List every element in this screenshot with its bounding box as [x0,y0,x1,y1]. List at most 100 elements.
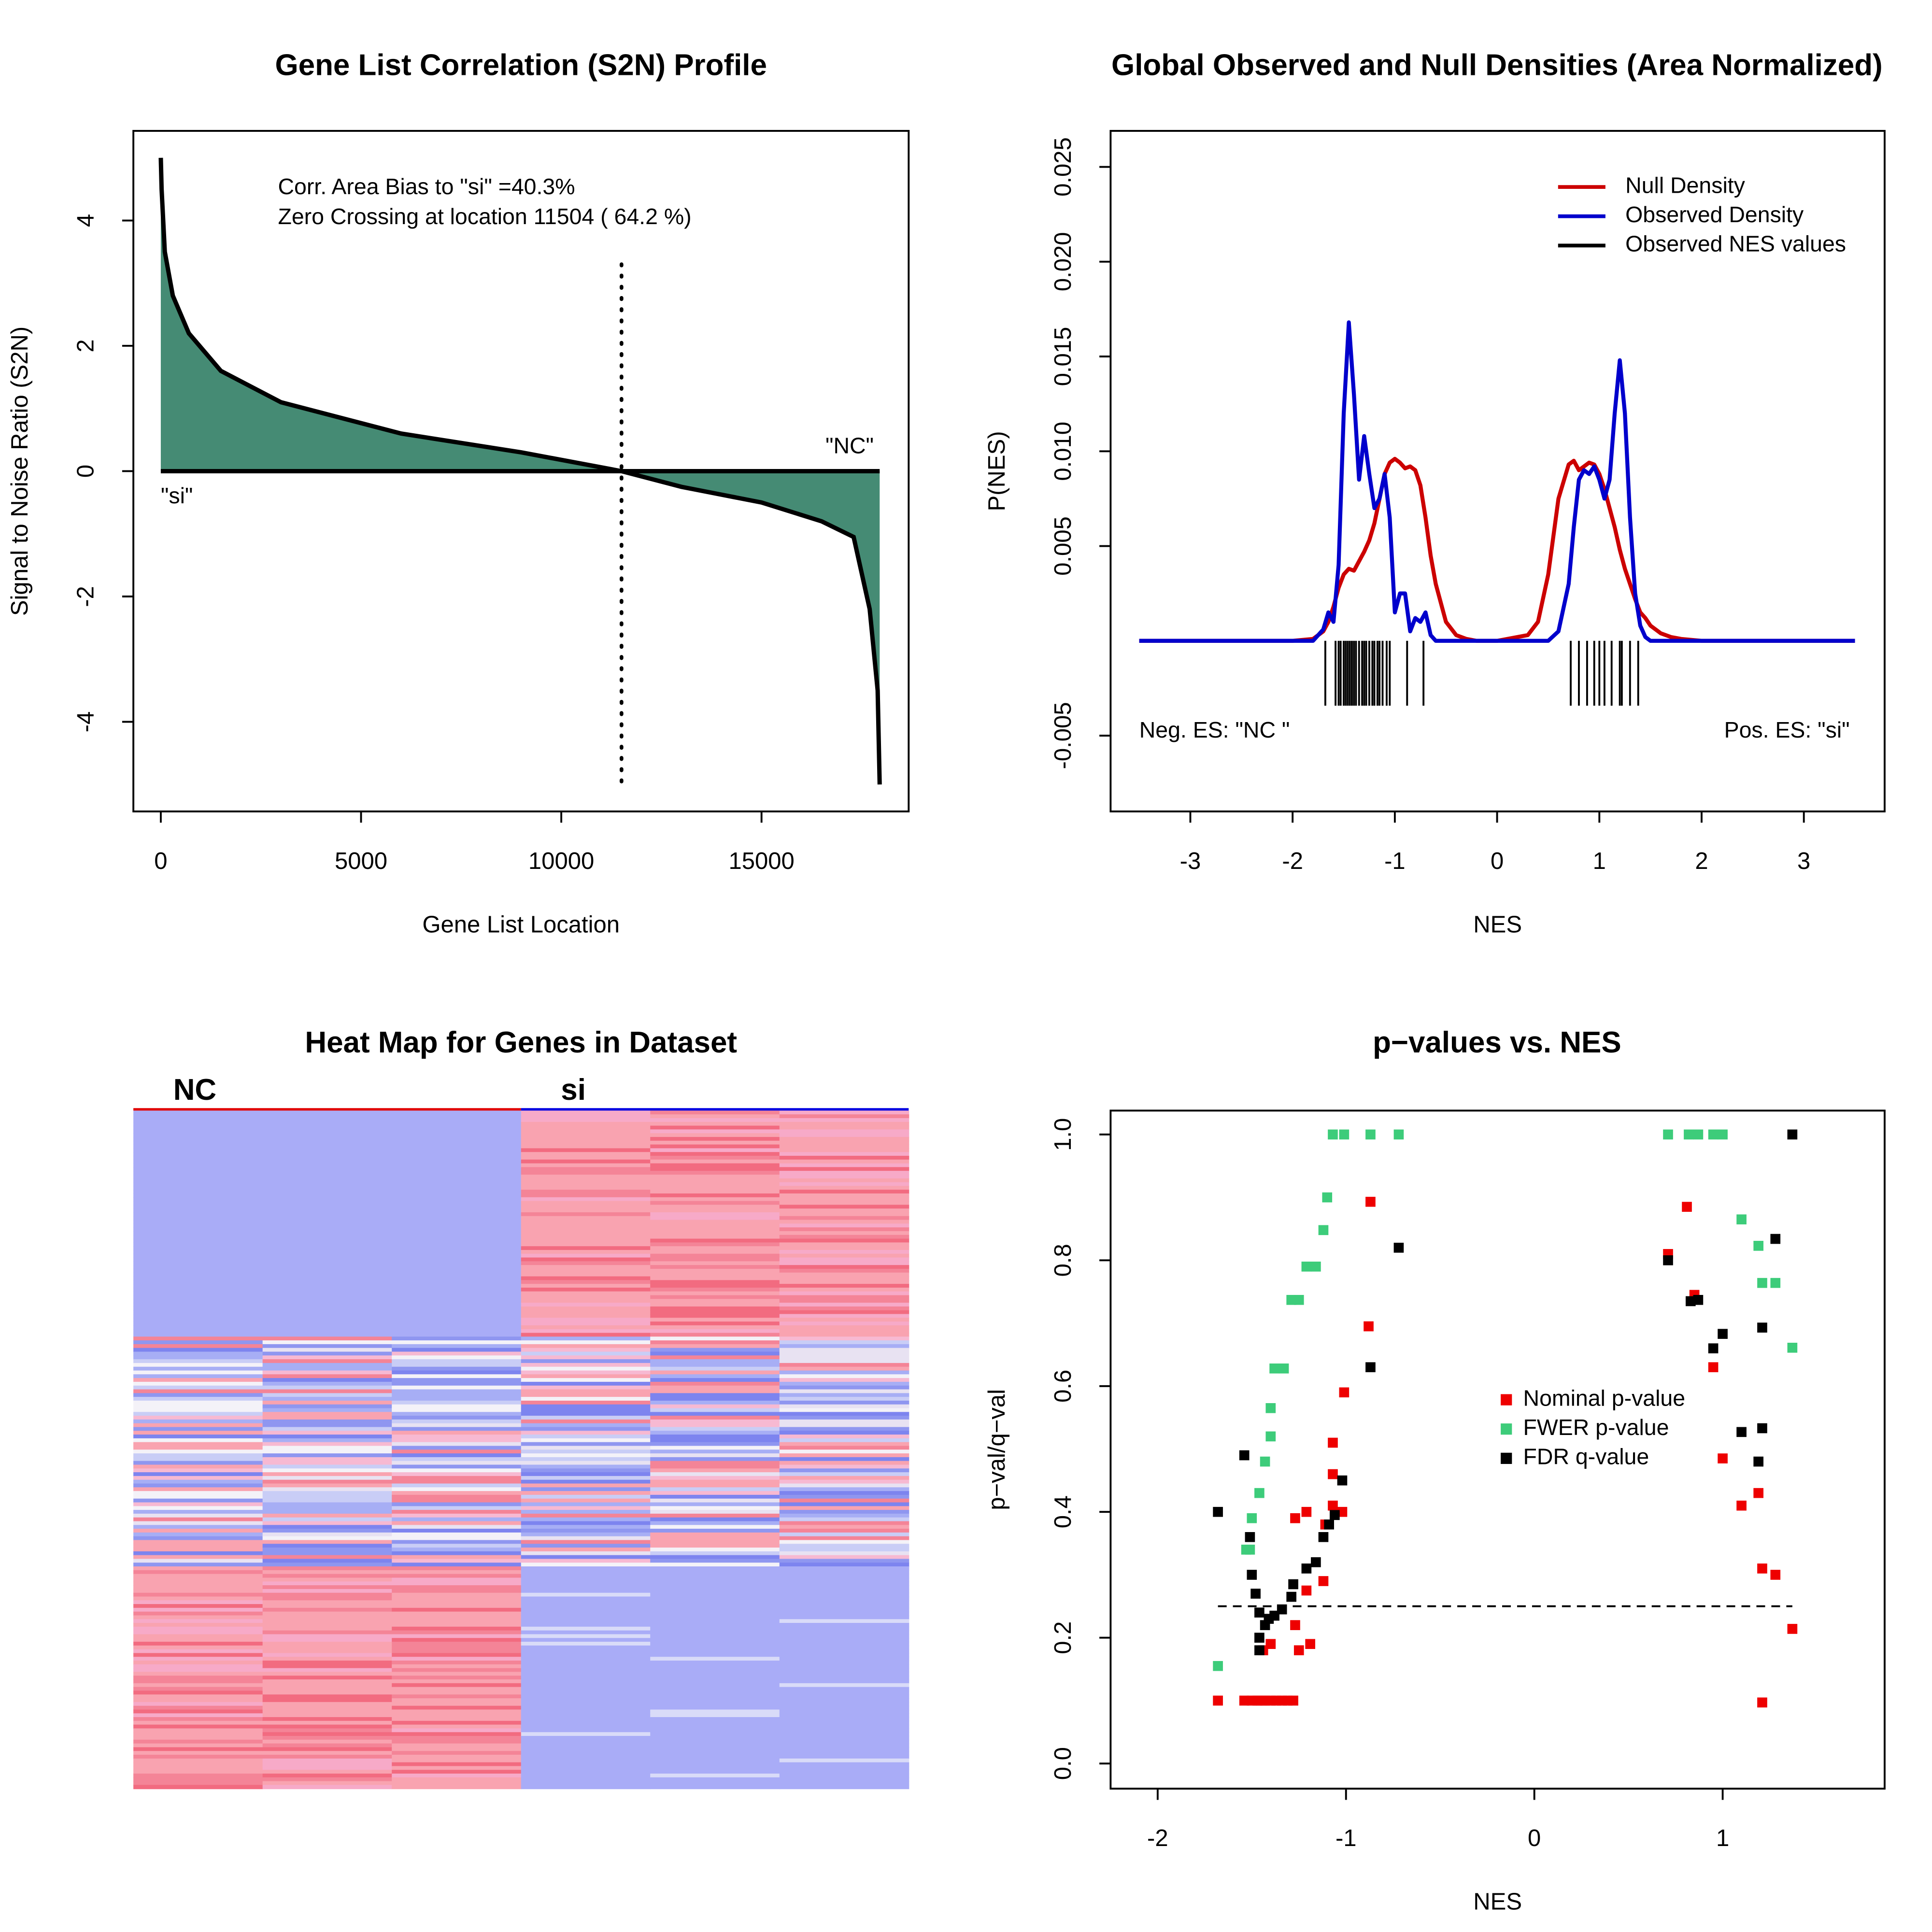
heatmap-row [779,1661,909,1665]
heatmap-row [650,1416,780,1420]
heatmap-row [521,1197,651,1202]
heatmap-row [779,1702,909,1706]
heatmap-row [521,1299,651,1304]
heatmap-row [521,1566,651,1571]
heatmap-row [779,1381,909,1386]
heatmap-row [392,1525,522,1530]
heatmap-row [392,1235,522,1239]
heatmap-row [392,1133,522,1137]
heatmap-row [392,1709,522,1714]
heatmap-row [779,1544,909,1548]
heatmap-row [392,1321,522,1326]
point [1213,1661,1223,1671]
heatmap-row [392,1668,522,1673]
heatmap-row [779,1472,909,1477]
heatmap-row [392,1762,522,1767]
heatmap-row [392,1548,522,1552]
heatmap-row [521,1148,651,1153]
heatmap-row [650,1638,780,1643]
heatmap-row [392,1506,522,1511]
point [1318,1225,1329,1236]
heatmap-row [392,1216,522,1221]
point [1770,1278,1781,1288]
heatmap-row [392,1171,522,1175]
heatmap-row [521,1272,651,1277]
heatmap-row [262,1272,393,1277]
heatmap-row [133,1408,263,1413]
heatmap-row [133,1664,263,1669]
heatmap-row [521,1118,651,1122]
heatmap-row [521,1446,651,1450]
heatmap-row [650,1672,780,1676]
heatmap-row [133,1129,263,1134]
heatmap-row [262,1348,393,1352]
point [1337,1475,1348,1486]
point [1328,1437,1338,1448]
heatmap-row [779,1645,909,1650]
point [1301,1506,1312,1517]
heatmap-row [392,1416,522,1420]
heatmap-row [262,1370,393,1375]
heatmap-row [262,1464,393,1469]
heatmap-row [779,1755,909,1759]
heatmap-row [521,1747,651,1752]
heatmap-row [521,1690,651,1695]
heatmap-row [133,1174,263,1179]
heatmap-row [392,1144,522,1149]
heatmap-row [262,1295,393,1300]
point [1290,1513,1300,1523]
heatmap-row [262,1747,393,1752]
heatmap-row [133,1163,263,1168]
heatmap-row [650,1464,780,1469]
heatmap-row [650,1548,780,1552]
heatmap-row [133,1125,263,1130]
heatmap-row [392,1581,522,1586]
point [1708,1343,1719,1353]
heatmap-row [262,1649,393,1654]
heatmap-row [521,1144,651,1149]
heatmap-row [779,1498,909,1503]
point [1247,1513,1257,1523]
heatmap-row [262,1457,393,1462]
heatmap-row [262,1118,393,1122]
heatmap-row [392,1690,522,1695]
heatmap-row [650,1676,780,1680]
heatmap-row [521,1525,651,1530]
heatmap-row [262,1340,393,1345]
axes: -2 -1 0 1 0.0 0.2 0.4 0.6 0.8 1.0 NES p−val/q−val [984,1109,1886,1915]
heatmap-row [650,1668,780,1673]
heatmap-row [133,1268,263,1273]
heatmap-row [521,1220,651,1224]
heatmap-row [133,1446,263,1450]
point [1757,1278,1767,1288]
heatmap-row [262,1657,393,1662]
heatmap-row [779,1351,909,1356]
heatmap-row [133,1303,263,1307]
heatmap-row [262,1468,393,1473]
heatmap-row [392,1404,522,1409]
heatmap-row [779,1235,909,1239]
heatmap-row [262,1110,393,1115]
heatmap-row [521,1419,651,1424]
heatmap-row [262,1679,393,1684]
heatmap-row [392,1479,522,1484]
heatmap-row [779,1483,909,1488]
heatmap-row [392,1483,522,1488]
heatmap-row [133,1291,263,1296]
heatmap-row [521,1649,651,1654]
heatmap-row [779,1355,909,1360]
heatmap-row [521,1777,651,1782]
heatmap-row [779,1122,909,1126]
heatmap-row [650,1122,780,1126]
heatmap-row [392,1630,522,1635]
point [1787,1129,1798,1140]
heatmap-row [133,1118,263,1122]
heatmap-row [392,1400,522,1405]
point [1757,1423,1767,1434]
heatmap-row [521,1363,651,1367]
heatmap-row [133,1385,263,1390]
heatmap-row [779,1114,909,1119]
heatmap-row [262,1242,393,1247]
heatmap-row [650,1653,780,1658]
heatmap-row [779,1720,909,1725]
